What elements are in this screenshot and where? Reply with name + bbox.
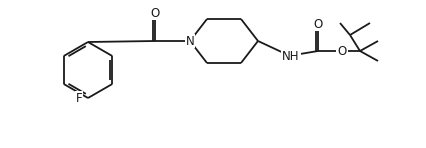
Text: O: O xyxy=(337,45,347,58)
Text: NH: NH xyxy=(282,49,300,62)
Text: F: F xyxy=(76,91,82,104)
Text: O: O xyxy=(314,17,322,30)
Text: N: N xyxy=(186,34,194,48)
Text: O: O xyxy=(150,7,160,20)
